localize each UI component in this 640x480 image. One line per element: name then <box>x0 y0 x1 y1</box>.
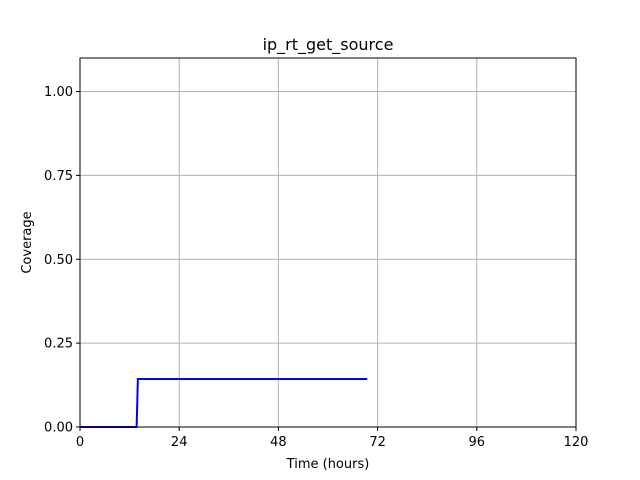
y-axis-label: Coverage <box>20 211 35 273</box>
y-tick-label: 0.25 <box>44 337 73 352</box>
series-layer <box>80 378 368 428</box>
x-tick-label: 72 <box>369 435 386 450</box>
axis-ticks: 0 24 48 72 96 120 0.00 0.25 0.50 0.75 1.00 <box>44 85 588 450</box>
y-tick-label: 0.50 <box>44 253 73 268</box>
grid <box>79 58 577 428</box>
coverage-series-line <box>80 378 368 428</box>
x-tick-label: 24 <box>171 435 188 450</box>
y-tick-label: 1.00 <box>44 85 73 100</box>
chart-title: ip_rt_get_source <box>263 35 394 55</box>
y-tick-label: 0.00 <box>44 421 73 436</box>
x-tick-label: 120 <box>564 435 589 450</box>
x-axis-label: Time (hours) <box>286 457 370 472</box>
x-tick-label: 96 <box>469 435 486 450</box>
x-tick-label: 0 <box>76 435 84 450</box>
plot-frame <box>79 57 577 428</box>
y-tick-label: 0.75 <box>44 169 73 184</box>
x-tick-label: 48 <box>270 435 287 450</box>
